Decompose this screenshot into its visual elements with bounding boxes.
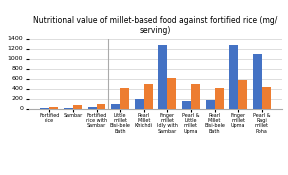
Bar xyxy=(111,104,120,108)
Bar xyxy=(120,88,129,108)
Bar xyxy=(88,107,96,108)
Bar xyxy=(49,107,58,108)
Bar xyxy=(73,105,82,108)
Bar xyxy=(238,79,247,108)
Bar xyxy=(191,84,200,108)
Bar xyxy=(158,44,167,108)
Bar xyxy=(229,44,238,108)
Bar xyxy=(167,78,176,108)
Bar xyxy=(144,84,153,108)
Bar xyxy=(215,88,223,108)
Bar xyxy=(253,54,262,108)
Bar xyxy=(96,103,105,108)
Bar xyxy=(182,101,191,108)
Bar xyxy=(135,99,144,108)
Bar xyxy=(206,100,215,108)
Title: Nutritional value of millet-based food against fortified rice (mg/
serving): Nutritional value of millet-based food a… xyxy=(33,16,278,35)
Bar xyxy=(262,86,271,108)
